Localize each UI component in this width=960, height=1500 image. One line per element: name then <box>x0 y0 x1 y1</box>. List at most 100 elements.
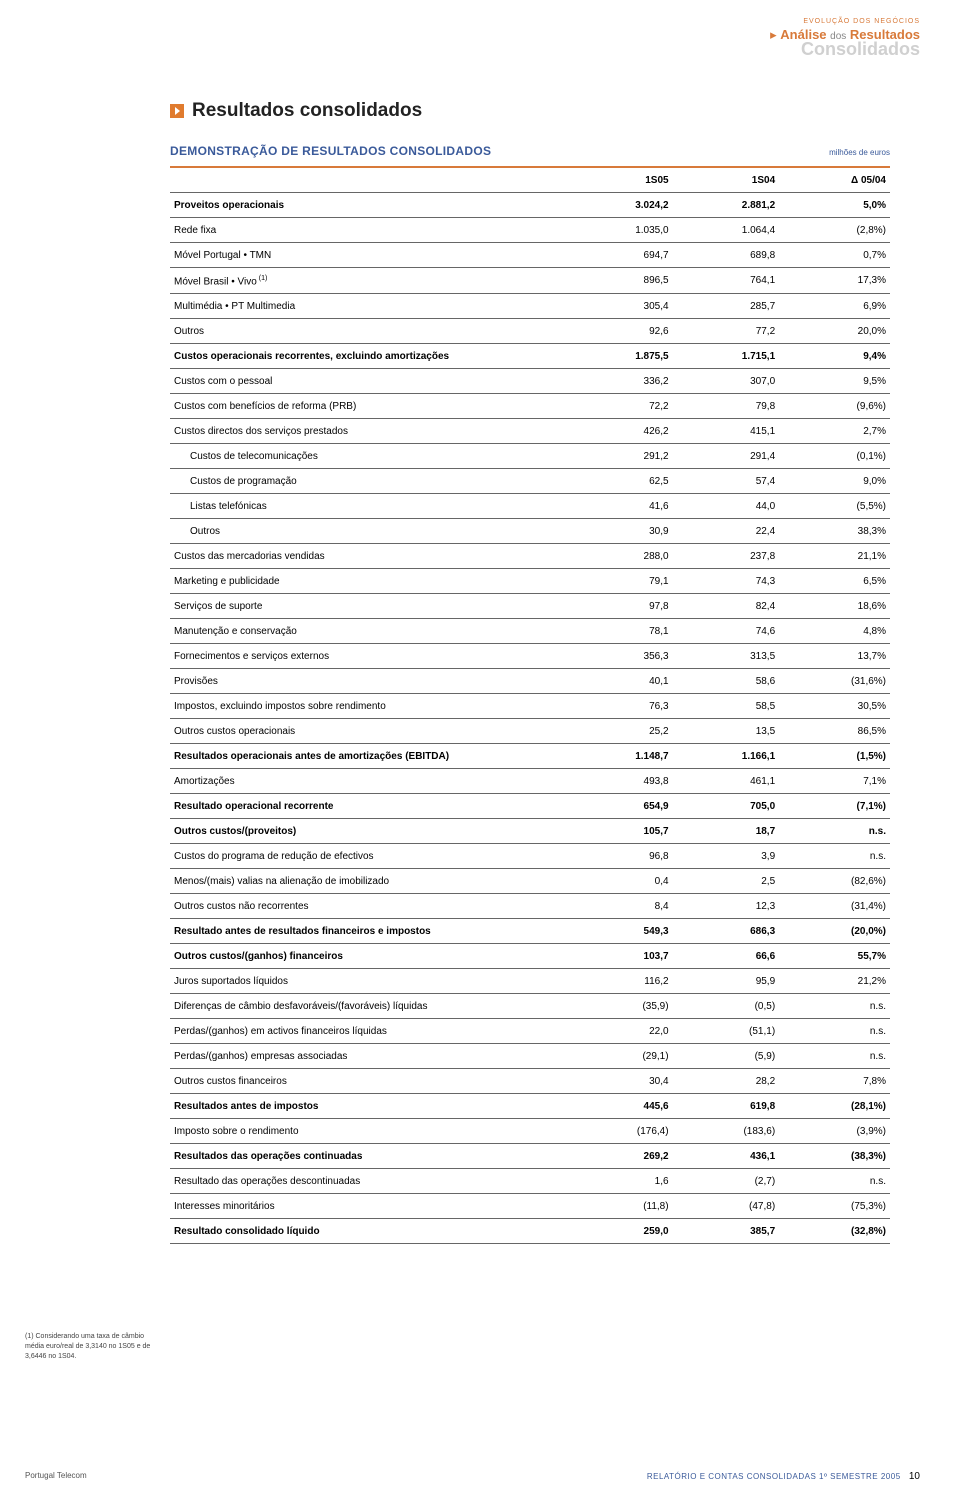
row-value: 654,9 <box>566 794 673 819</box>
row-value: 415,1 <box>673 419 780 444</box>
row-label: Custos das mercadorias vendidas <box>170 544 566 569</box>
row-value: 9,4% <box>779 344 890 369</box>
row-value: 66,6 <box>673 944 780 969</box>
row-value: 57,4 <box>673 469 780 494</box>
row-value: (7,1%) <box>779 794 890 819</box>
row-value: 30,9 <box>566 519 673 544</box>
row-value: 336,2 <box>566 369 673 394</box>
row-value: 41,6 <box>566 494 673 519</box>
col-2: 1S04 <box>673 167 780 193</box>
row-value: n.s. <box>779 844 890 869</box>
row-label: Resultados das operações continuadas <box>170 1144 566 1169</box>
row-label: Outros custos/(proveitos) <box>170 819 566 844</box>
table-row: Amortizações493,8461,17,1% <box>170 769 890 794</box>
row-label: Outros custos financeiros <box>170 1069 566 1094</box>
row-label: Custos operacionais recorrentes, excluin… <box>170 344 566 369</box>
footer-left: Portugal Telecom <box>25 1471 87 1482</box>
row-value: (75,3%) <box>779 1194 890 1219</box>
row-value: 74,6 <box>673 619 780 644</box>
table-row: Resultado antes de resultados financeiro… <box>170 919 890 944</box>
row-label: Provisões <box>170 669 566 694</box>
row-label: Manutenção e conservação <box>170 619 566 644</box>
row-value: 79,8 <box>673 394 780 419</box>
subtitle-row: DEMONSTRAÇÃO DE RESULTADOS CONSOLIDADOS … <box>170 144 890 158</box>
row-value: 4,8% <box>779 619 890 644</box>
footer-right: RELATÓRIO E CONTAS CONSOLIDADAS 1º SEMES… <box>647 1471 920 1482</box>
row-value: 17,3% <box>779 268 890 294</box>
table-row: Custos de telecomunicações291,2291,4(0,1… <box>170 444 890 469</box>
row-value: (32,8%) <box>779 1219 890 1244</box>
col-empty <box>170 167 566 193</box>
row-label: Outros <box>170 519 566 544</box>
row-value: 0,7% <box>779 243 890 268</box>
row-label: Outros custos/(ganhos) financeiros <box>170 944 566 969</box>
row-label: Móvel Portugal • TMN <box>170 243 566 268</box>
table-row: Móvel Brasil • Vivo (1)896,5764,117,3% <box>170 268 890 294</box>
row-value: 18,6% <box>779 594 890 619</box>
row-value: 7,1% <box>779 769 890 794</box>
table-row: Custos do programa de redução de efectiv… <box>170 844 890 869</box>
row-label: Rede fixa <box>170 218 566 243</box>
row-label: Outros <box>170 319 566 344</box>
row-value: 3,9 <box>673 844 780 869</box>
table-row: Resultado consolidado líquido259,0385,7(… <box>170 1219 890 1244</box>
row-value: 9,0% <box>779 469 890 494</box>
row-label: Diferenças de câmbio desfavoráveis/(favo… <box>170 994 566 1019</box>
row-value: 1.148,7 <box>566 744 673 769</box>
row-value: (47,8) <box>673 1194 780 1219</box>
row-value: 1.166,1 <box>673 744 780 769</box>
table-row: Custos directos dos serviços prestados42… <box>170 419 890 444</box>
row-value: (9,6%) <box>779 394 890 419</box>
row-value: 305,4 <box>566 294 673 319</box>
row-label: Custos com o pessoal <box>170 369 566 394</box>
row-value: (176,4) <box>566 1119 673 1144</box>
row-label: Custos do programa de redução de efectiv… <box>170 844 566 869</box>
table-row: Fornecimentos e serviços externos356,331… <box>170 644 890 669</box>
row-label: Resultados operacionais antes de amortiz… <box>170 744 566 769</box>
row-label: Perdas/(ganhos) em activos financeiros l… <box>170 1019 566 1044</box>
table-row: Menos/(mais) valias na alienação de imob… <box>170 869 890 894</box>
row-value: (183,6) <box>673 1119 780 1144</box>
row-label: Outros custos operacionais <box>170 719 566 744</box>
row-label: Multimédia • PT Multimedia <box>170 294 566 319</box>
row-value: 2.881,2 <box>673 193 780 218</box>
row-value: 619,8 <box>673 1094 780 1119</box>
table-row: Outros custos operacionais25,213,586,5% <box>170 719 890 744</box>
table-row: Marketing e publicidade79,174,36,5% <box>170 569 890 594</box>
row-value: 764,1 <box>673 268 780 294</box>
row-value: 1.064,4 <box>673 218 780 243</box>
row-value: 9,5% <box>779 369 890 394</box>
row-label: Resultado operacional recorrente <box>170 794 566 819</box>
row-value: (82,6%) <box>779 869 890 894</box>
row-value: 291,4 <box>673 444 780 469</box>
row-value: (0,5) <box>673 994 780 1019</box>
row-value: (31,4%) <box>779 894 890 919</box>
row-value: 3.024,2 <box>566 193 673 218</box>
table-row: Outros custos financeiros30,428,27,8% <box>170 1069 890 1094</box>
row-label: Imposto sobre o rendimento <box>170 1119 566 1144</box>
row-value: 38,3% <box>779 519 890 544</box>
row-value: 82,4 <box>673 594 780 619</box>
table-header-row: 1S05 1S04 Δ 05/04 <box>170 167 890 193</box>
row-value: (1,5%) <box>779 744 890 769</box>
row-label: Proveitos operacionais <box>170 193 566 218</box>
row-value: 6,5% <box>779 569 890 594</box>
row-value: n.s. <box>779 1019 890 1044</box>
row-value: 285,7 <box>673 294 780 319</box>
row-value: 40,1 <box>566 669 673 694</box>
footer: Portugal Telecom RELATÓRIO E CONTAS CONS… <box>25 1471 920 1482</box>
row-label: Impostos, excluindo impostos sobre rendi… <box>170 694 566 719</box>
row-value: 445,6 <box>566 1094 673 1119</box>
row-label: Outros custos não recorrentes <box>170 894 566 919</box>
row-label: Resultado antes de resultados financeiro… <box>170 919 566 944</box>
table-row: Resultados operacionais antes de amortiz… <box>170 744 890 769</box>
table-row: Proveitos operacionais3.024,22.881,25,0% <box>170 193 890 218</box>
financial-table: 1S05 1S04 Δ 05/04 Proveitos operacionais… <box>170 166 890 1244</box>
row-value: 689,8 <box>673 243 780 268</box>
row-label: Fornecimentos e serviços externos <box>170 644 566 669</box>
row-value: 5,0% <box>779 193 890 218</box>
row-value: 461,1 <box>673 769 780 794</box>
row-value: 92,6 <box>566 319 673 344</box>
row-value: 313,5 <box>673 644 780 669</box>
row-value: 6,9% <box>779 294 890 319</box>
